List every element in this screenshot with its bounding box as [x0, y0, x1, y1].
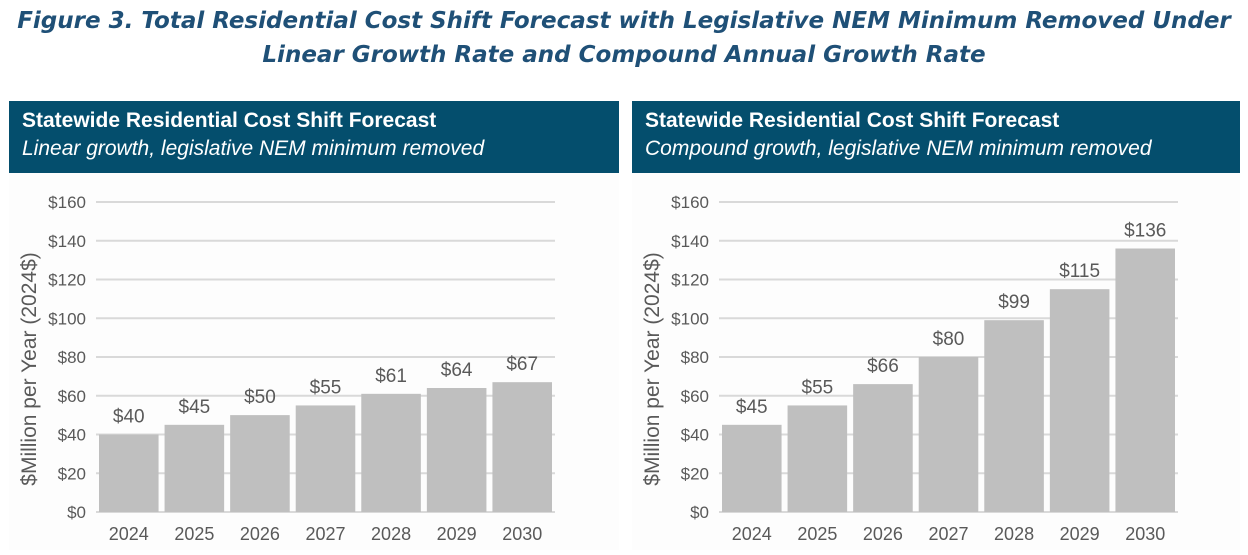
- chart-header: Statewide Residential Cost Shift Forecas…: [632, 101, 1240, 173]
- chart-title: Statewide Residential Cost Shift Forecas…: [645, 109, 1060, 132]
- bar: [1115, 248, 1175, 512]
- y-tick-label: $0: [67, 503, 86, 522]
- bar: [853, 384, 913, 512]
- bar: [164, 424, 225, 512]
- y-tick-label: $140: [48, 232, 86, 251]
- bar: [492, 382, 552, 512]
- bar-chart-linear: $0 $20 $40 $60 $80 $100 $120 $140 $160 $40 2024 $45…: [18, 193, 555, 544]
- bar: [361, 393, 421, 512]
- data-label: $136: [1124, 221, 1166, 242]
- y-tick-label: $0: [690, 503, 709, 522]
- chart-header: Statewide Residential Cost Shift Forecas…: [9, 101, 619, 173]
- data-label: $80: [933, 329, 965, 350]
- bar-chart-compound: $0 $20 $40 $60 $80 $100 $120 $140 $160 $45 2024 $55…: [641, 193, 1178, 544]
- y-tick-label: $80: [681, 348, 709, 367]
- data-label: $55: [802, 377, 834, 398]
- x-tick-label: 2024: [732, 524, 772, 544]
- bar: [984, 320, 1044, 512]
- y-tick-label: $40: [58, 426, 86, 445]
- y-tick-label: $60: [58, 387, 86, 406]
- chart-subtitle: Linear growth, legislative NEM minimum r…: [22, 137, 485, 160]
- y-tick-label: $140: [671, 232, 709, 251]
- figure-title-line2: Linear Growth Rate and Compound Annual G…: [262, 42, 986, 68]
- x-tick-label: 2029: [1060, 524, 1100, 544]
- y-tick-label: $20: [681, 464, 709, 483]
- y-tick-label: $20: [58, 464, 86, 483]
- y-tick-label: $80: [58, 348, 86, 367]
- data-label: $40: [113, 407, 145, 428]
- bar: [295, 405, 356, 512]
- x-tick-label: 2027: [928, 524, 968, 544]
- bar: [1049, 289, 1110, 512]
- data-label: $99: [998, 292, 1030, 313]
- chart-subtitle: Compound growth, legislative NEM minimum…: [645, 137, 1152, 160]
- y-tick-label: $160: [48, 193, 86, 212]
- y-tick-label: $60: [681, 387, 709, 406]
- y-axis-label: $Million per Year (2024$): [641, 252, 664, 485]
- x-tick-label: 2026: [863, 524, 903, 544]
- x-tick-label: 2028: [994, 524, 1034, 544]
- y-tick-label: $100: [671, 309, 709, 328]
- y-tick-label: $160: [671, 193, 709, 212]
- x-tick-label: 2028: [371, 524, 411, 544]
- x-tick-label: 2027: [305, 524, 345, 544]
- data-label: $66: [867, 356, 899, 377]
- data-label: $67: [506, 354, 538, 375]
- data-label: $115: [1059, 261, 1100, 282]
- x-tick-label: 2025: [797, 524, 837, 544]
- x-tick-label: 2029: [437, 524, 477, 544]
- x-tick-label: 2030: [502, 524, 542, 544]
- data-label: $45: [179, 397, 211, 418]
- data-label: $61: [375, 366, 407, 387]
- y-tick-label: $120: [671, 271, 709, 290]
- x-tick-label: 2025: [174, 524, 214, 544]
- bar: [722, 424, 782, 512]
- x-tick-label: 2030: [1125, 524, 1165, 544]
- y-axis-label: $Million per Year (2024$): [18, 252, 41, 485]
- y-tick-label: $120: [48, 271, 86, 290]
- x-tick-label: 2024: [109, 524, 149, 544]
- bar: [918, 357, 979, 512]
- data-label: $64: [441, 360, 473, 381]
- chart-panel-compound: Statewide Residential Cost Shift Forecas…: [632, 101, 1240, 550]
- data-label: $45: [736, 397, 768, 418]
- figure-title-line1: Figure 3. Total Residential Cost Shift F…: [17, 8, 1231, 34]
- chart-title: Statewide Residential Cost Shift Forecas…: [22, 109, 437, 132]
- bar: [99, 434, 159, 512]
- y-tick-label: $100: [48, 309, 86, 328]
- bar: [787, 405, 848, 512]
- data-label: $55: [310, 377, 342, 398]
- data-label: $50: [244, 387, 276, 408]
- bar: [426, 388, 487, 512]
- figure-title: Figure 3. Total Residential Cost Shift F…: [0, 4, 1248, 72]
- chart-panel-linear: Statewide Residential Cost Shift Forecas…: [9, 101, 619, 550]
- bar: [230, 415, 290, 512]
- y-tick-label: $40: [681, 426, 709, 445]
- x-tick-label: 2026: [240, 524, 280, 544]
